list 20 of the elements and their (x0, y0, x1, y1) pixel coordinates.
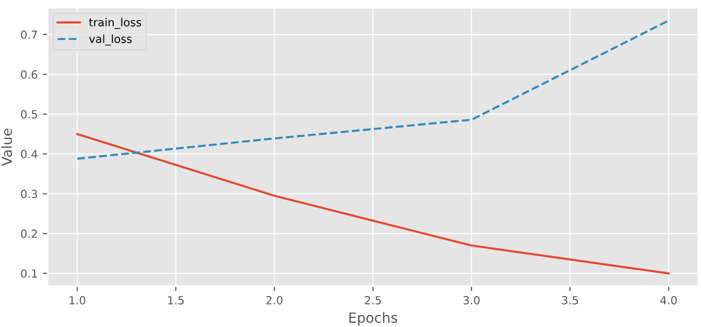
x-axis-title: Epochs (349, 312, 398, 326)
x-tick-label: 3.5 (562, 296, 578, 304)
y-tick-label: 0.3 (21, 190, 38, 198)
x-tick-label: 4.0 (660, 296, 677, 304)
y-tick-label: 0.5 (21, 110, 37, 119)
x-tick-label: 1.0 (70, 296, 86, 304)
x-tick-label: 1.5 (168, 296, 184, 304)
y-tick-label: 0.7 (21, 30, 37, 39)
y-tick-label: 0.1 (21, 269, 37, 278)
legend-label: val_loss (89, 34, 132, 46)
x-tick-label: 2.0 (266, 296, 282, 304)
x-tick-label: 3.0 (464, 296, 480, 304)
y-tick-label: 0.4 (21, 150, 38, 158)
y-tick-label: 0.6 (21, 70, 38, 79)
y-axis-title: Value (1, 128, 12, 166)
y-tick-label: 0.2 (21, 230, 37, 238)
line-series (76, 133, 670, 274)
legend-label: train_loss (89, 18, 142, 29)
x-tick-label: 2.5 (364, 296, 381, 304)
line-series (76, 20, 670, 160)
